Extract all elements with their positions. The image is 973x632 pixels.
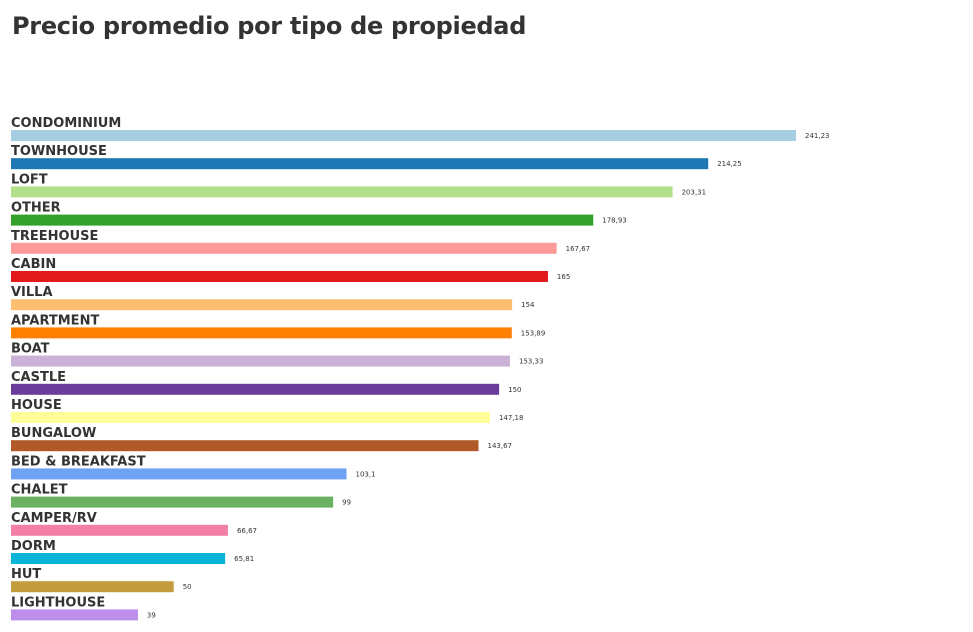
category-label: OTHER <box>11 201 61 216</box>
chart-title: Precio promedio por tipo de propiedad <box>12 12 527 40</box>
bar[interactable] <box>11 440 479 452</box>
value-label: 65,81 <box>234 555 254 563</box>
category-label: HUT <box>11 567 41 582</box>
bar[interactable] <box>11 412 490 423</box>
value-label: 153,89 <box>521 329 546 337</box>
bar[interactable] <box>11 355 510 367</box>
value-label: 167,67 <box>566 245 591 253</box>
bar[interactable] <box>11 524 228 536</box>
category-label: CHALET <box>11 483 68 498</box>
bar[interactable] <box>11 383 500 395</box>
category-label: TOWNHOUSE <box>11 144 107 159</box>
category-label: HOUSE <box>11 398 62 413</box>
bar[interactable] <box>11 496 334 508</box>
value-label: 153,33 <box>519 358 544 366</box>
bar[interactable] <box>11 609 138 621</box>
bar[interactable] <box>11 158 709 170</box>
value-label: 203,31 <box>682 188 707 196</box>
bar[interactable] <box>11 581 174 593</box>
bar[interactable] <box>11 242 557 254</box>
category-label: CAMPER/RV <box>11 511 97 526</box>
category-label: BED & BREAKFAST <box>11 454 146 469</box>
value-label: 241,23 <box>805 132 830 140</box>
category-label: TREEHOUSE <box>11 229 98 244</box>
value-label: 66,67 <box>237 527 257 535</box>
category-label: VILLA <box>11 285 53 300</box>
value-label: 154 <box>521 301 535 309</box>
value-label: 178,93 <box>602 217 627 225</box>
bar[interactable] <box>11 130 796 141</box>
value-label: 50 <box>183 583 192 591</box>
category-label: CASTLE <box>11 370 66 385</box>
value-label: 150 <box>508 386 521 394</box>
category-label: APARTMENT <box>11 313 99 328</box>
bar[interactable] <box>11 468 347 480</box>
bar[interactable] <box>11 327 512 339</box>
value-label: 143,67 <box>488 442 512 450</box>
category-label: DORM <box>11 539 56 554</box>
category-label: LIGHTHOUSE <box>11 595 105 610</box>
category-label: BOAT <box>11 342 50 357</box>
bar[interactable] <box>11 186 673 198</box>
value-label: 214,25 <box>717 160 742 168</box>
bar[interactable] <box>11 553 226 564</box>
value-label: 165 <box>557 273 570 281</box>
category-label: BUNGALOW <box>11 426 96 441</box>
value-label: 147,18 <box>499 414 524 422</box>
category-label: CABIN <box>11 257 56 272</box>
bar[interactable] <box>11 271 548 282</box>
bar[interactable] <box>11 214 594 226</box>
value-label: 99 <box>342 499 351 507</box>
value-label: 103,1 <box>356 470 376 478</box>
category-label: CONDOMINIUM <box>11 116 121 131</box>
category-label: LOFT <box>11 172 48 187</box>
value-label: 39 <box>147 611 156 619</box>
bar[interactable] <box>11 299 513 311</box>
